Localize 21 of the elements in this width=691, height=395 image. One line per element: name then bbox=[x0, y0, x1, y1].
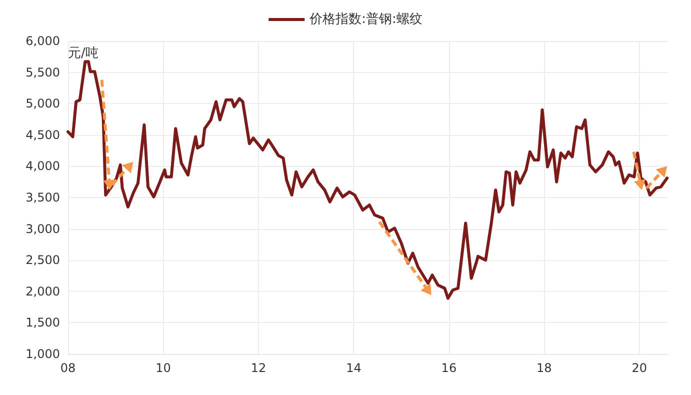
x-tick-label: 20 bbox=[632, 361, 648, 375]
line-series bbox=[66, 60, 669, 300]
y-tick-label: 4,500 bbox=[26, 128, 60, 142]
y-axis-title: 元/吨 bbox=[68, 46, 98, 61]
y-tick-label: 1,500 bbox=[26, 316, 60, 330]
y-tick-label: 3,000 bbox=[26, 222, 60, 236]
y-tick-label: 5,000 bbox=[26, 96, 60, 111]
x-tick-label: 08 bbox=[60, 361, 76, 375]
x-tick-label: 12 bbox=[250, 361, 266, 375]
x-tick-label: 16 bbox=[441, 361, 457, 375]
x-tick-label: 18 bbox=[536, 361, 552, 375]
y-tick-label: 1,000 bbox=[26, 347, 60, 361]
legend-label: 价格指数:普钢:螺纹 bbox=[308, 11, 422, 27]
y-tick-label: 2,000 bbox=[26, 284, 60, 298]
y-tick-label: 4,000 bbox=[26, 159, 60, 174]
x-tick-label: 10 bbox=[156, 361, 171, 375]
y-tick-label: 6,000 bbox=[26, 34, 60, 48]
y-tick-label: 5,500 bbox=[26, 65, 60, 80]
y-tick-label: 2,500 bbox=[26, 253, 60, 268]
y-tick-label: 3,500 bbox=[26, 190, 60, 204]
x-tick-label: 14 bbox=[346, 361, 362, 375]
